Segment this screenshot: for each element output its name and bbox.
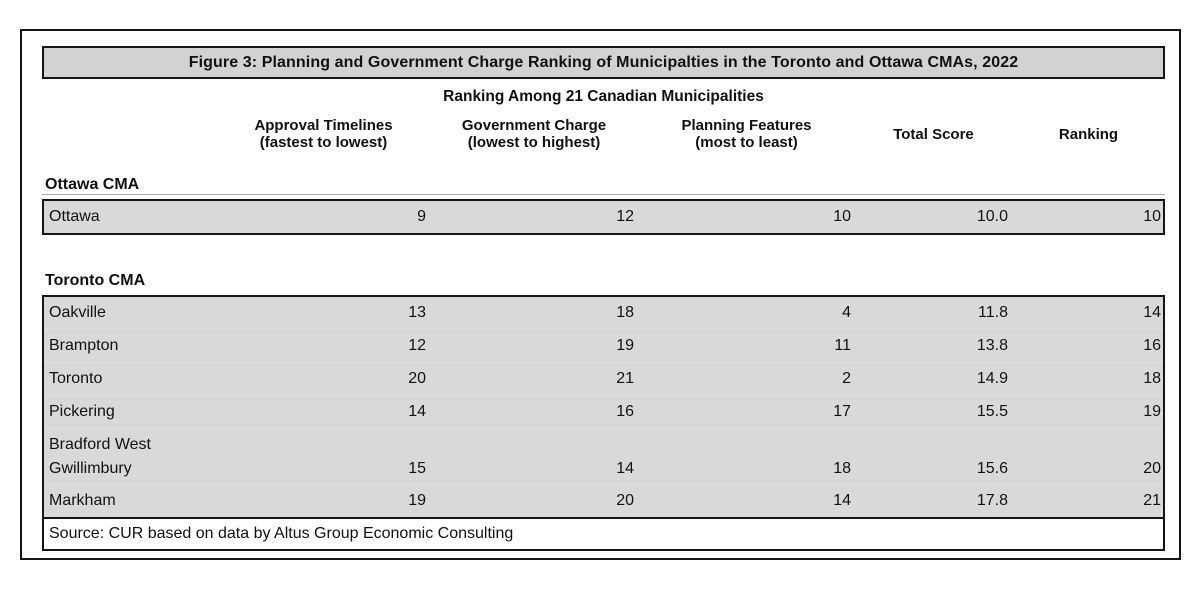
municipality-cell: Markham bbox=[49, 492, 116, 509]
value-cell: 14 bbox=[1143, 304, 1161, 321]
column-header-approval-timelines: Approval Timelines (fastest to lowest) bbox=[217, 117, 430, 151]
value-cell: 16 bbox=[1143, 337, 1161, 354]
municipality-cell: Toronto bbox=[49, 370, 103, 387]
table-row: Brampton 12 19 11 13.8 16 bbox=[44, 329, 1163, 362]
value-cell: 10.0 bbox=[976, 208, 1008, 225]
value-cell: 20 bbox=[616, 492, 634, 509]
column-header-label: Government Charge bbox=[461, 117, 607, 134]
value-cell: 11.8 bbox=[978, 304, 1008, 321]
value-cell: 14 bbox=[833, 492, 851, 509]
source-note: Source: CUR based on data by Altus Group… bbox=[42, 517, 1165, 551]
table-row: Toronto 20 21 2 14.9 18 bbox=[44, 362, 1163, 395]
value-cell: 15.6 bbox=[976, 460, 1008, 477]
value-cell: 10 bbox=[833, 208, 851, 225]
value-cell: 14 bbox=[616, 460, 634, 477]
value-cell: 16 bbox=[616, 403, 634, 420]
value-cell: 4 bbox=[842, 304, 851, 321]
figure-title: Figure 3: Planning and Government Charge… bbox=[42, 46, 1165, 79]
column-header-sublabel: (fastest to lowest) bbox=[259, 134, 388, 151]
table-row: Bradford West Gwillimbury 15 14 18 15.6 20 bbox=[44, 428, 1163, 484]
value-cell: 2 bbox=[842, 370, 851, 387]
value-cell: 14 bbox=[408, 403, 426, 420]
value-cell: 11 bbox=[834, 337, 851, 354]
column-header-sublabel: (lowest to highest) bbox=[467, 134, 601, 151]
value-cell: 9 bbox=[417, 208, 426, 225]
value-cell: 21 bbox=[1143, 492, 1161, 509]
column-header-government-charge: Government Charge (lowest to highest) bbox=[430, 117, 638, 151]
value-cell: 13 bbox=[408, 304, 426, 321]
ottawa-cma-table: Ottawa 9 12 10 10.0 10 bbox=[42, 199, 1165, 235]
value-cell: 12 bbox=[408, 337, 426, 354]
value-cell: 21 bbox=[616, 370, 634, 387]
value-cell: 10 bbox=[1143, 208, 1161, 225]
column-header-row: Approval Timelines (fastest to lowest) G… bbox=[42, 117, 1165, 151]
table-row: Markham 19 20 14 17.8 21 bbox=[44, 484, 1163, 517]
value-cell: 18 bbox=[616, 304, 634, 321]
municipality-cell: Brampton bbox=[49, 337, 119, 354]
municipality-cell: Oakville bbox=[49, 304, 106, 321]
municipality-cell: Pickering bbox=[49, 403, 115, 420]
figure-outer-frame: Figure 3: Planning and Government Charge… bbox=[20, 29, 1181, 560]
table-row: Pickering 14 16 17 15.5 19 bbox=[44, 395, 1163, 428]
value-cell: 20 bbox=[1143, 460, 1161, 477]
table-row: Ottawa 9 12 10 10.0 10 bbox=[44, 201, 1163, 233]
toronto-cma-table: Oakville 13 18 4 11.8 14 Brampton 12 19 11 13.8 16 T… bbox=[42, 295, 1165, 519]
value-cell: 18 bbox=[833, 460, 851, 477]
column-header-planning-features: Planning Features (most to least) bbox=[638, 117, 855, 151]
value-cell: 19 bbox=[1143, 403, 1161, 420]
value-cell: 15.5 bbox=[976, 403, 1008, 420]
value-cell: 19 bbox=[408, 492, 426, 509]
figure-content: Figure 3: Planning and Government Charge… bbox=[22, 46, 1179, 551]
table-row: Oakville 13 18 4 11.8 14 bbox=[44, 297, 1163, 329]
value-cell: 17.8 bbox=[976, 492, 1008, 509]
column-header-sublabel: (most to least) bbox=[695, 134, 798, 151]
municipality-cell: Bradford West Gwillimbury bbox=[49, 436, 151, 477]
column-header-label: Planning Features bbox=[681, 117, 812, 134]
section-heading-ottawa-cma: Ottawa CMA bbox=[42, 175, 1165, 195]
column-header-ranking: Ranking bbox=[1058, 125, 1119, 143]
value-cell: 12 bbox=[616, 208, 634, 225]
value-cell: 15 bbox=[408, 460, 426, 477]
value-cell: 19 bbox=[616, 337, 634, 354]
value-cell: 17 bbox=[833, 403, 851, 420]
value-cell: 20 bbox=[408, 370, 426, 387]
municipality-cell: Ottawa bbox=[49, 208, 100, 225]
column-header-total-score: Total Score bbox=[893, 125, 974, 143]
column-header-label: Approval Timelines bbox=[254, 117, 393, 134]
figure-subtitle: Ranking Among 21 Canadian Municipalities bbox=[443, 88, 764, 105]
value-cell: 14.9 bbox=[976, 370, 1008, 387]
value-cell: 13.8 bbox=[976, 337, 1008, 354]
value-cell: 18 bbox=[1143, 370, 1161, 387]
section-heading-toronto-cma: Toronto CMA bbox=[45, 272, 146, 289]
